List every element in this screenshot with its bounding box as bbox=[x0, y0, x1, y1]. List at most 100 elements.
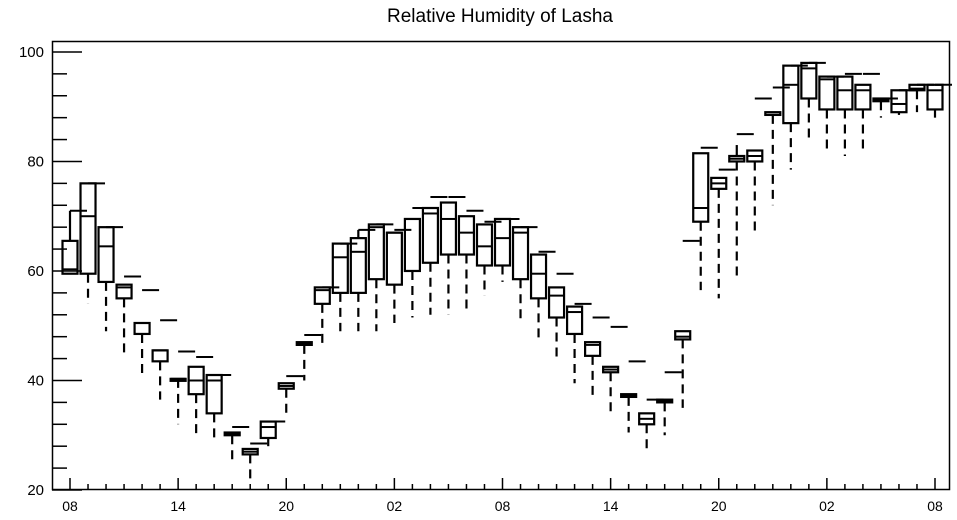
box-iqr bbox=[692, 152, 710, 223]
y-tick-label: 40 bbox=[27, 372, 44, 389]
box-item bbox=[421, 196, 448, 315]
box-item bbox=[836, 72, 862, 156]
box-item bbox=[169, 350, 196, 425]
box-item bbox=[872, 97, 898, 118]
box-item bbox=[529, 250, 556, 343]
box-item bbox=[493, 217, 520, 282]
y-axis: 20 40 60 80 100 bbox=[19, 44, 82, 499]
box-item bbox=[115, 275, 142, 354]
box-item bbox=[674, 239, 700, 408]
box-item bbox=[710, 168, 736, 299]
box-item bbox=[890, 89, 916, 115]
x-tick-label: 08 bbox=[62, 498, 78, 514]
box-item bbox=[367, 223, 394, 332]
plot-frame bbox=[51, 40, 951, 491]
box-item bbox=[926, 83, 952, 118]
box-item bbox=[187, 355, 214, 436]
box-iqr bbox=[133, 321, 151, 336]
box-iqr bbox=[403, 217, 421, 273]
box-item bbox=[728, 133, 754, 280]
box-item bbox=[313, 286, 340, 348]
box-iqr bbox=[349, 237, 367, 294]
box-item bbox=[151, 319, 178, 400]
box-item bbox=[205, 373, 232, 441]
box-iqr bbox=[475, 223, 494, 267]
box-iqr bbox=[674, 330, 692, 341]
box-iqr bbox=[385, 231, 403, 286]
box-item bbox=[133, 289, 160, 376]
x-tick-label: 02 bbox=[387, 498, 403, 514]
box-iqr bbox=[151, 349, 169, 363]
y-tick-label: 100 bbox=[19, 44, 44, 61]
box-item bbox=[602, 325, 628, 417]
box-item bbox=[818, 75, 844, 151]
box-iqr bbox=[565, 305, 584, 336]
box-iqr bbox=[854, 83, 872, 111]
box-iqr bbox=[421, 206, 440, 264]
box-item bbox=[349, 228, 376, 332]
box-iqr bbox=[493, 217, 512, 267]
box-item bbox=[277, 375, 304, 417]
box-iqr bbox=[79, 182, 97, 275]
box-item bbox=[295, 334, 322, 381]
box-item bbox=[385, 228, 412, 323]
box-iqr bbox=[511, 226, 530, 281]
box-item bbox=[241, 442, 268, 480]
y-tick-label: 80 bbox=[27, 153, 44, 170]
box-iqr bbox=[529, 253, 548, 300]
y-tick-label: 20 bbox=[27, 482, 44, 499]
box-iqr bbox=[439, 201, 458, 256]
box-item bbox=[638, 398, 664, 449]
box-iqr bbox=[457, 215, 476, 256]
box-item bbox=[656, 371, 682, 436]
box-iqr bbox=[584, 341, 602, 357]
box-item bbox=[511, 226, 538, 321]
box-iqr bbox=[926, 83, 944, 111]
box-iqr bbox=[890, 89, 908, 114]
box-item bbox=[259, 420, 286, 447]
box-item bbox=[584, 316, 610, 400]
y-tick-label: 60 bbox=[27, 263, 44, 280]
box-iqr bbox=[97, 226, 115, 284]
box-item bbox=[331, 242, 358, 332]
box-iqr bbox=[818, 75, 836, 111]
box-item bbox=[223, 426, 250, 460]
x-tick-label: 20 bbox=[278, 498, 294, 514]
x-tick-label: 02 bbox=[819, 498, 835, 514]
box-item bbox=[439, 196, 466, 315]
box-iqr bbox=[331, 242, 349, 294]
box-iqr bbox=[836, 75, 854, 111]
box-iqr bbox=[259, 420, 277, 440]
chart-title: Relative Humidity of Lasha bbox=[387, 6, 613, 27]
box-item bbox=[692, 146, 718, 291]
box-item bbox=[547, 272, 574, 362]
x-tick-label: 20 bbox=[711, 498, 727, 514]
box-item bbox=[620, 360, 646, 433]
box-item bbox=[97, 226, 124, 332]
box-item bbox=[79, 182, 106, 304]
x-tick-label: 08 bbox=[495, 498, 511, 514]
box-iqr bbox=[115, 283, 133, 300]
box-iqr bbox=[61, 239, 79, 275]
box-item bbox=[800, 61, 826, 143]
box-item bbox=[403, 207, 430, 318]
box-item bbox=[61, 209, 87, 275]
box-item bbox=[782, 64, 808, 170]
box-series bbox=[61, 61, 952, 480]
x-tick-label: 14 bbox=[603, 498, 619, 514]
x-axis: 08 14 20 02 08 14 20 02 08 bbox=[62, 478, 943, 514]
box-item bbox=[457, 209, 484, 310]
box-iqr bbox=[547, 286, 566, 319]
box-item bbox=[475, 220, 502, 296]
box-iqr bbox=[367, 223, 385, 281]
box-item bbox=[746, 97, 772, 233]
x-tick-label: 08 bbox=[927, 498, 943, 514]
box-item bbox=[908, 83, 934, 113]
box-item bbox=[854, 72, 880, 151]
x-tick-label: 14 bbox=[170, 498, 186, 514]
box-iqr bbox=[782, 64, 800, 125]
box-item bbox=[565, 302, 592, 384]
box-item bbox=[764, 86, 790, 206]
